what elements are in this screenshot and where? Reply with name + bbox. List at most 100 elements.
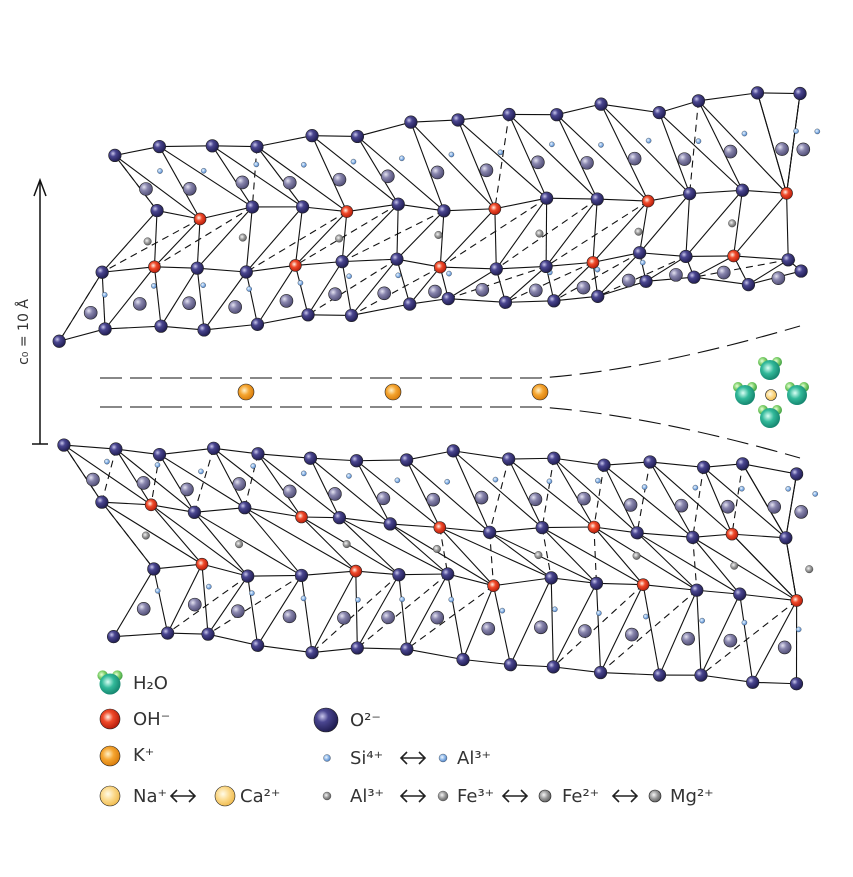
oxygen	[597, 458, 611, 472]
oxygen	[250, 140, 264, 154]
octahedral-cation	[143, 237, 152, 246]
oxygen	[735, 183, 750, 197]
bond	[541, 458, 555, 528]
oxygen	[483, 525, 497, 539]
tetrahedral-cation	[395, 272, 401, 279]
bond	[114, 146, 160, 156]
bond	[692, 537, 741, 595]
oxygen-back	[475, 282, 490, 297]
oxygen	[95, 495, 109, 509]
bond	[649, 461, 704, 468]
bond	[593, 526, 638, 534]
oxygen-back	[580, 156, 594, 170]
oxygen-back	[136, 601, 151, 616]
oxygen-back	[180, 482, 194, 497]
bond	[406, 459, 491, 533]
hydroxyl	[488, 202, 502, 216]
bond	[739, 593, 797, 602]
hydroxyl	[433, 260, 447, 274]
bond	[312, 647, 358, 654]
oxygen	[489, 262, 503, 276]
oxygen	[437, 204, 451, 218]
tetrahedral-cation	[399, 596, 405, 603]
tetrahedral-cation	[785, 486, 791, 492]
oxygen	[779, 531, 793, 545]
bond	[167, 632, 209, 635]
bond	[505, 266, 547, 303]
bond	[156, 210, 201, 220]
oxygen	[152, 139, 166, 154]
tetrahedral-cation	[812, 491, 818, 497]
tetrahedral-cation	[741, 130, 748, 137]
tetrahedral-cation	[448, 151, 455, 158]
bond	[251, 146, 258, 208]
octahedral-cation	[141, 531, 150, 540]
bond	[351, 258, 398, 316]
bond	[505, 300, 554, 303]
oxygen	[593, 665, 608, 680]
oxygen-back	[723, 633, 738, 648]
potassium-ion	[531, 383, 549, 401]
bond	[542, 526, 594, 529]
bond	[213, 448, 246, 508]
tetrahedral-cation	[546, 478, 553, 485]
oxygen	[391, 197, 405, 211]
tetrahedral-cation	[643, 613, 649, 620]
hydroxyl	[195, 557, 209, 571]
bond	[545, 198, 598, 267]
bond	[600, 671, 660, 676]
bond	[757, 92, 801, 95]
bond	[409, 266, 441, 305]
bond	[311, 135, 348, 212]
bond	[509, 577, 552, 665]
oxygen-back	[577, 491, 591, 506]
bond	[693, 276, 749, 286]
bond	[244, 453, 259, 508]
oxygen	[251, 638, 265, 652]
bond	[595, 583, 602, 673]
bond	[545, 198, 548, 267]
oxygen-back	[531, 155, 545, 170]
bond	[196, 268, 205, 331]
oxygen-back	[279, 294, 294, 308]
tetrahedral-cation	[814, 128, 821, 135]
oxygen	[400, 453, 414, 467]
oxygen-back	[282, 484, 297, 499]
bond	[247, 574, 302, 577]
bond	[196, 218, 201, 269]
legend-label: Mg²⁺	[670, 786, 714, 807]
bond	[658, 112, 743, 191]
bond	[733, 192, 787, 257]
oxygen-back	[721, 499, 735, 514]
bond	[160, 325, 205, 331]
bond	[452, 450, 543, 529]
exchange-arrow	[399, 789, 427, 803]
bond	[748, 259, 789, 286]
bond	[212, 145, 257, 148]
tetrahedral-cation	[297, 280, 304, 286]
bond	[406, 585, 494, 650]
bond	[356, 136, 399, 205]
bond	[245, 206, 253, 273]
hydroxyl	[289, 259, 302, 272]
bonds	[58, 92, 802, 685]
legend: H₂O OH⁻ K⁺ Na⁺ Ca²⁺ O²⁻ Si⁴⁺ Al³⁺ Al³⁺ F…	[97, 670, 714, 807]
oxygen-back	[767, 500, 782, 514]
oxygen	[781, 253, 795, 267]
bond	[439, 210, 445, 268]
bond	[245, 211, 348, 273]
bond	[603, 464, 694, 538]
oxygen	[150, 203, 164, 218]
bond	[700, 593, 741, 676]
oxygen	[295, 200, 310, 214]
oxygen-back	[796, 142, 811, 157]
bond	[310, 457, 391, 525]
bond	[648, 193, 690, 202]
tetrahedral-cation	[394, 477, 401, 484]
bond	[341, 261, 353, 316]
oxygen	[400, 642, 414, 656]
bond	[58, 271, 103, 342]
bond	[256, 135, 313, 148]
hydroxyl	[349, 564, 363, 578]
